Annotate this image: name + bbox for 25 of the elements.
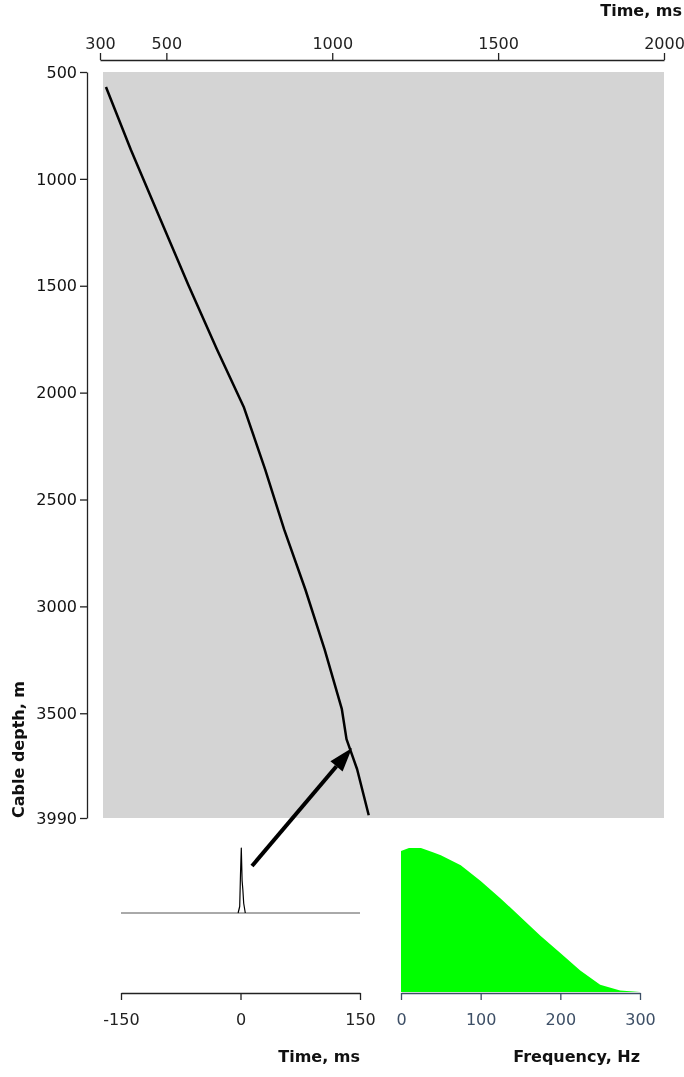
x-tick-label: 0 [235,1010,247,1030]
x-tick-label: 1500 [478,34,519,53]
y-tick-label: 1000 [36,169,77,189]
line-series [104,85,370,817]
x-tick-label: 1000 [312,34,354,53]
x-tick-label: 200 [545,1010,577,1030]
x-tick-label: 300 [625,1010,656,1030]
y-tick-label: 1500 [36,276,77,296]
x-tick-label: 0 [396,1010,407,1030]
x-axis-title: Time, ms [600,1,682,20]
x-tick-label: 500 [151,34,183,53]
y-axis-title: Cable depth, m [9,680,28,818]
y-tick-label: 500 [46,62,77,82]
x-axis-title: Frequency, Hz [513,1047,640,1066]
x-tick-label: 2000 [644,34,684,53]
y-tick-label: 3990 [36,808,77,828]
x-axis-title: Time, ms [278,1047,360,1066]
y-tick-label: 3500 [36,703,77,723]
x-tick-label: 100 [465,1010,497,1030]
y-tick-label: 3000 [36,597,77,616]
y-tick-label: 2000 [36,383,77,403]
x-tick-label: -150 [103,1010,140,1030]
x-tick-label: 150 [345,1010,376,1030]
x-tick-label: 300 [85,34,116,53]
y-tick-label: 2500 [36,490,77,510]
